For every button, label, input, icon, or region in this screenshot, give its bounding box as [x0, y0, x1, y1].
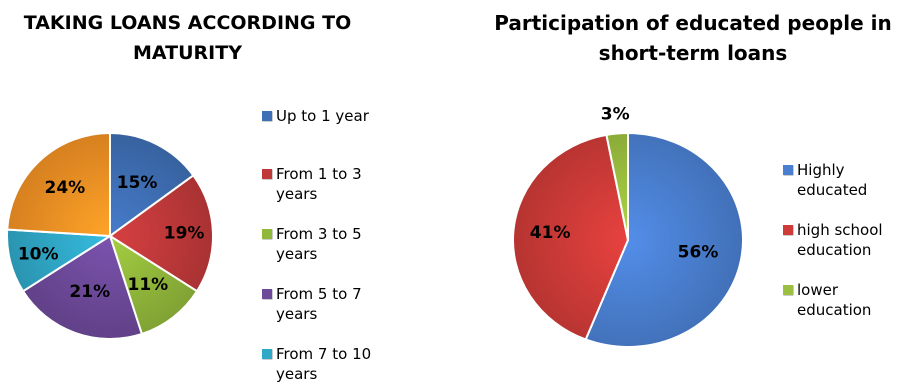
- education-pie-svg: 56% 41% 3%: [512, 104, 744, 348]
- data-label-up-to-1-year: 15%: [117, 173, 158, 193]
- legend-swatch: [783, 225, 793, 235]
- data-label-from-5-to-7-years: 21%: [69, 282, 110, 302]
- legend-swatch: [262, 169, 272, 179]
- legend-swatch: [262, 289, 272, 299]
- legend-label: high school education: [797, 221, 883, 259]
- pie-slice-highly-educated: [584, 131, 744, 348]
- chart-title: Participation of educated people in shor…: [494, 11, 892, 65]
- legend-label: From 5 to 7 years: [276, 285, 362, 323]
- legend-label: From 3 to 5 years: [276, 225, 362, 263]
- legend-item-high-school-education: high school education: [783, 220, 906, 260]
- data-label-high-school-education: 41%: [530, 223, 571, 243]
- pie-slice-up-to-1-year: [109, 131, 195, 238]
- pie-slice-unlabeled-5: [6, 131, 111, 238]
- pie-slice-lower-education: [605, 131, 629, 241]
- maturity-pie-chart: TAKING LOANS ACCORDING TO MATURITY 15% 19…: [0, 0, 453, 384]
- legend-swatch: [262, 349, 272, 359]
- legend-label: lower education: [797, 281, 872, 319]
- data-label-highly-educated: 56%: [678, 242, 719, 262]
- pie-slice-from-5-to-7-years: [21, 234, 144, 340]
- data-label-lower-education: 3%: [601, 104, 630, 124]
- legend-item-from-3-to-5-years: From 3 to 5 years: [262, 224, 402, 264]
- data-label-from-7-to-10-years: 10%: [18, 244, 59, 264]
- legend-label: Highly educated: [797, 161, 868, 199]
- legend-label: Up to 1 year: [276, 107, 369, 125]
- legend-label: From 1 to 3 years: [276, 165, 362, 203]
- legend-item-from-7-to-10-years: From 7 to 10 years: [262, 344, 402, 384]
- legend-item-highly-educated: Highly educated: [783, 160, 906, 200]
- legend-item-from-1-to-3-years: From 1 to 3 years: [262, 164, 402, 204]
- legend-swatch: [783, 165, 793, 175]
- legend-swatch: [262, 111, 272, 121]
- pie-slice-from-3-to-5-years: [108, 233, 199, 336]
- legend-label: From 7 to 10 years: [276, 345, 372, 383]
- legend-item-lower-education: lower education: [783, 280, 906, 320]
- pie-slice-from-1-to-3-years: [108, 174, 214, 293]
- legend-item-up-to-1-year: Up to 1 year: [262, 106, 369, 126]
- maturity-pie-svg: 15% 19% 11% 21% 10% 24%: [6, 131, 214, 340]
- data-label-from-3-to-5-years: 11%: [128, 275, 169, 295]
- education-pie-chart: Participation of educated people in shor…: [453, 0, 906, 382]
- data-label-from-1-to-3-years: 19%: [164, 224, 205, 244]
- chart-title: TAKING LOANS ACCORDING TO MATURITY: [23, 12, 352, 64]
- legend-item-from-5-to-7-years: From 5 to 7 years: [262, 284, 402, 324]
- data-label-unlabeled-5: 24%: [45, 178, 86, 198]
- legend-swatch: [262, 229, 272, 239]
- pie-slice-high-school-education: [512, 133, 630, 341]
- legend-swatch: [783, 285, 793, 295]
